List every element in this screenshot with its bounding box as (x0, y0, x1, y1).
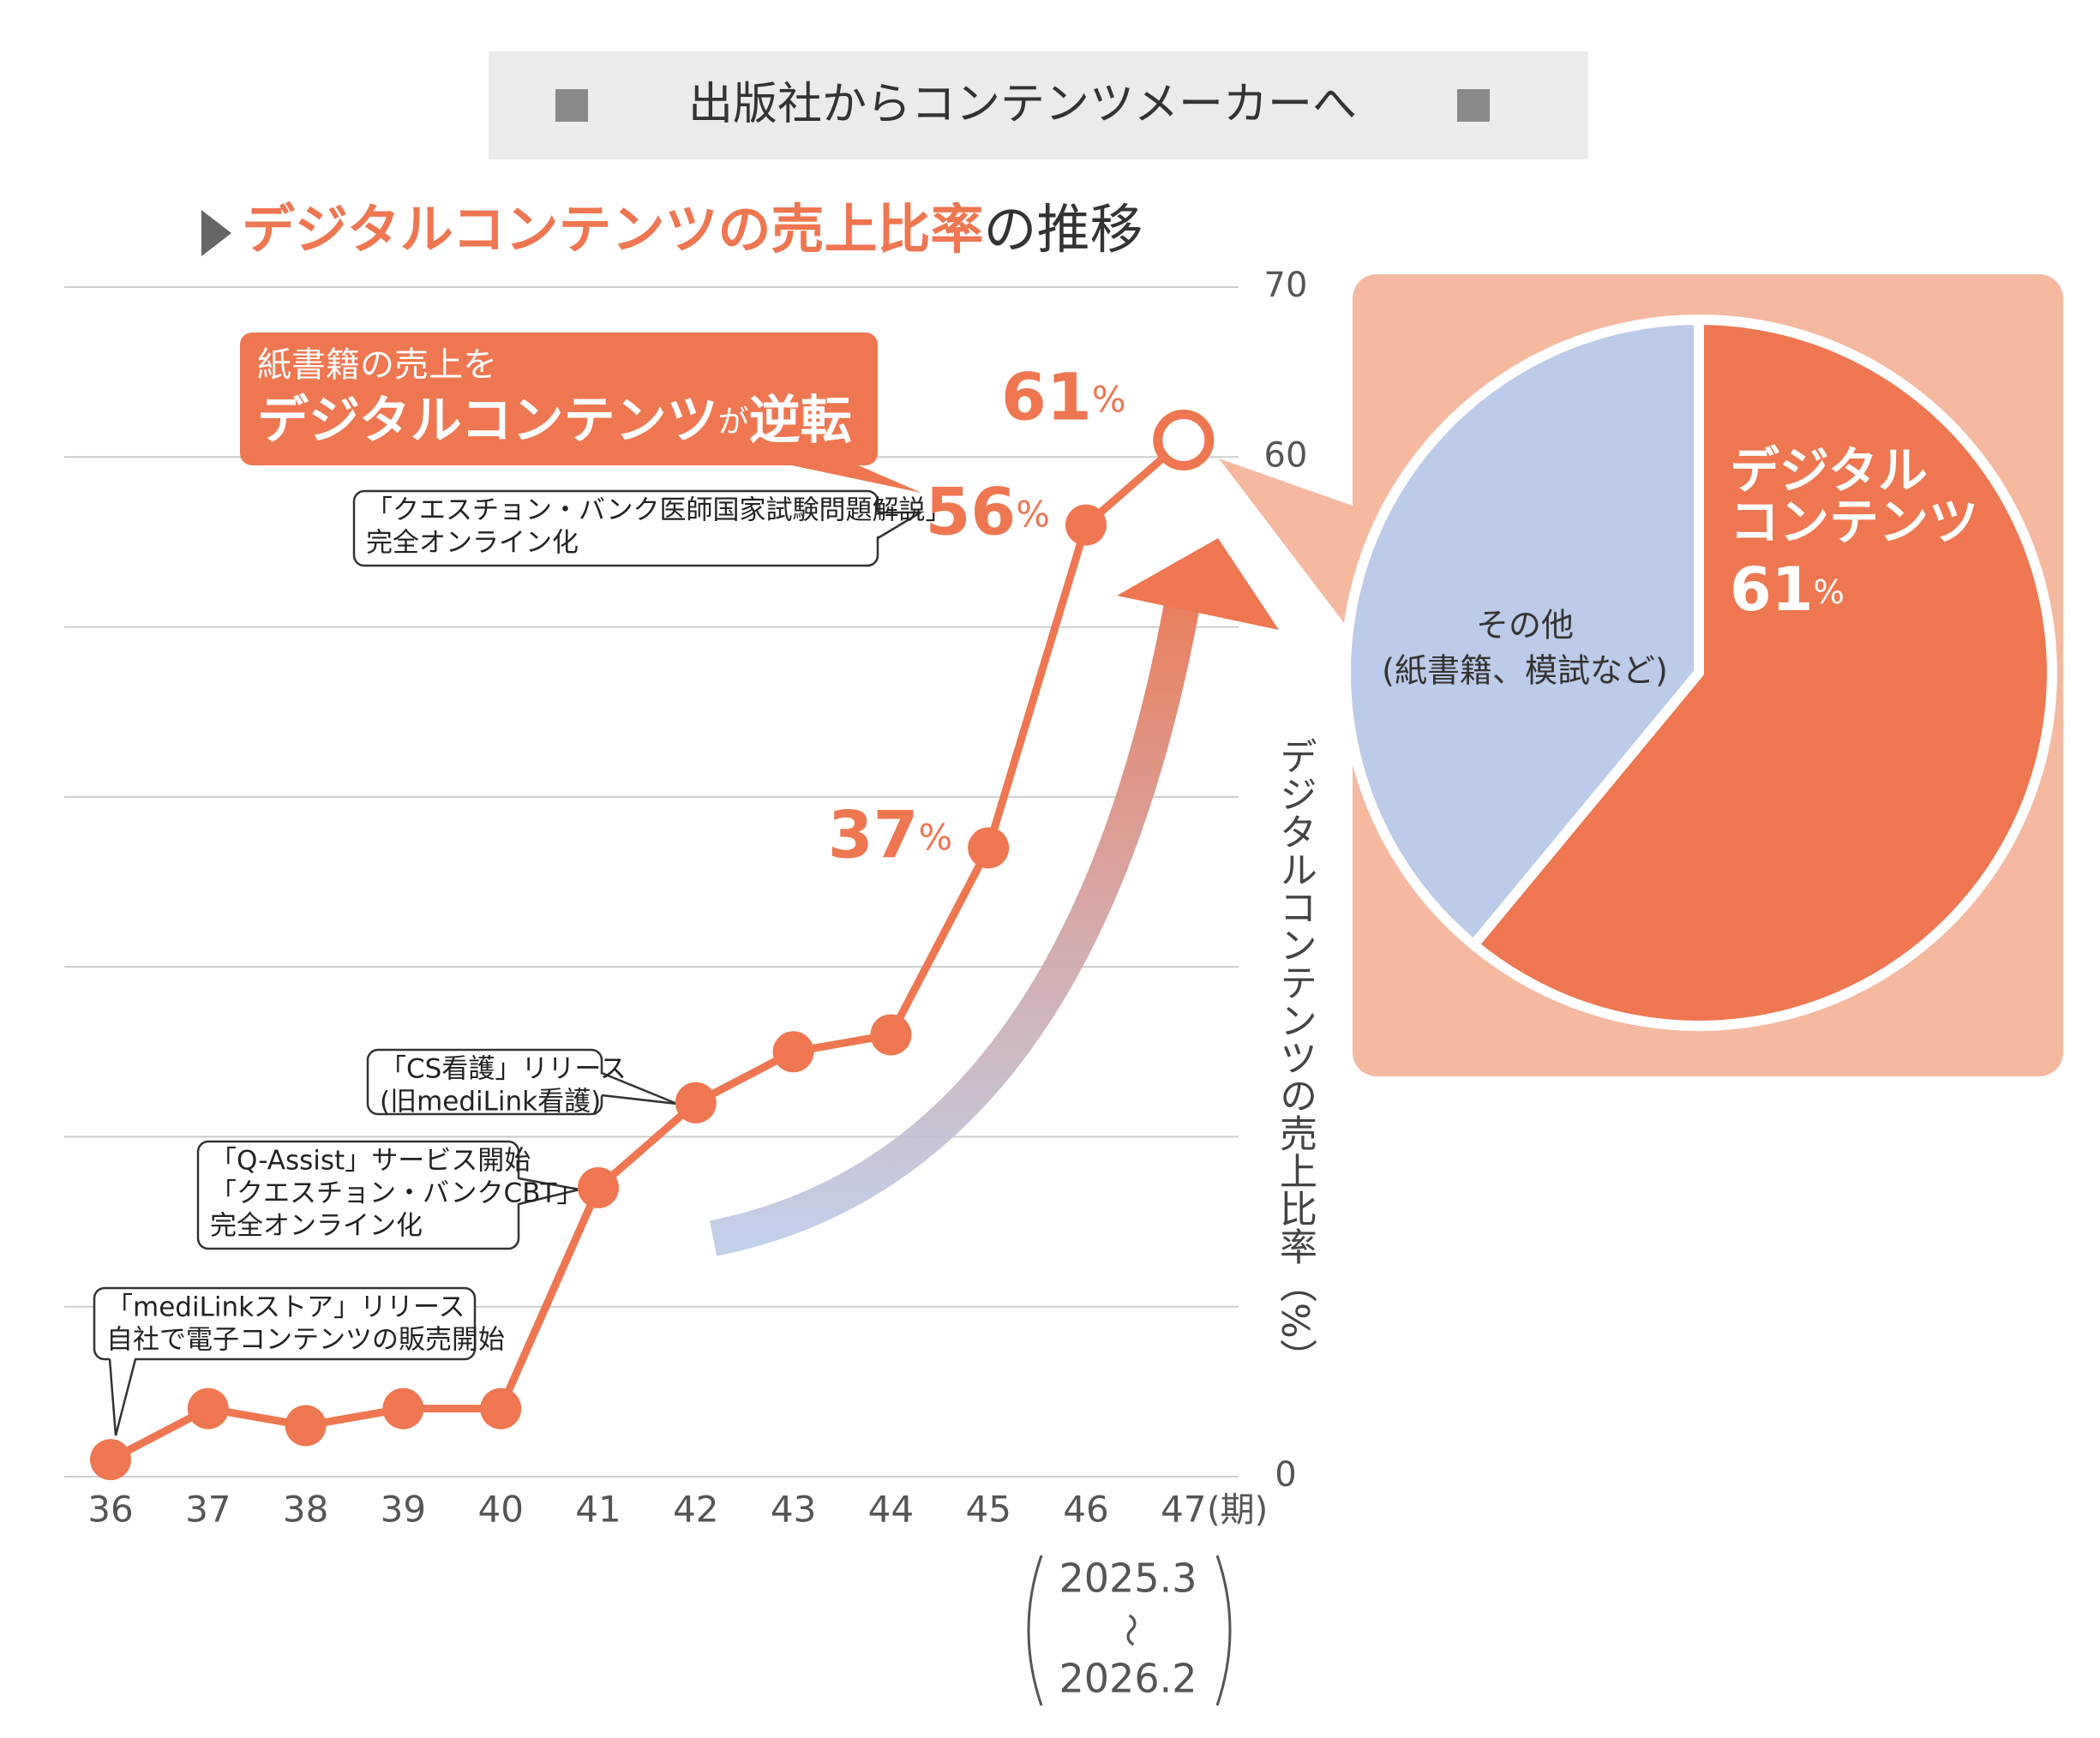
x-tick-label: 40 (477, 1489, 523, 1531)
callout-part: が (718, 405, 749, 440)
period-end: 2026.2 (1059, 1656, 1197, 1702)
annotation-text: (旧mediLink看護) (380, 1087, 601, 1118)
pie-label: その他 (1476, 607, 1574, 644)
data-point (187, 1387, 229, 1429)
annotation: 「CS看護」リリース(旧mediLink看護) (366, 1048, 678, 1118)
title-marker (201, 210, 231, 256)
data-point (285, 1405, 327, 1447)
pie-slice (1341, 315, 1704, 950)
data-point (675, 1082, 717, 1124)
x-unit: (期) (1207, 1490, 1268, 1530)
header-square (555, 89, 588, 122)
x-tick-label: 42 (673, 1489, 718, 1531)
annotation-text: 「mediLinkストア」リリース (106, 1292, 465, 1323)
y-tick-label: 0 (1275, 1455, 1296, 1495)
annotation-box (93, 1286, 477, 1361)
callout-line2: デジタルコンテンツが逆転 (257, 391, 852, 451)
annotation-text: 完全オンライン化 (210, 1211, 423, 1242)
data-point (90, 1439, 131, 1481)
chart-title: デジタルコンテンツの売上比率の推移 (242, 198, 1143, 261)
callout-part: デジタルコンテンツ (257, 391, 718, 451)
annotation-tail-fill (110, 1356, 135, 1435)
data-point (578, 1166, 619, 1208)
data-point (870, 1014, 912, 1056)
annotation-tail (877, 511, 925, 540)
x-tick-label: 37 (185, 1489, 231, 1531)
title-highlight: デジタルコンテンツの売上比率 (242, 198, 984, 261)
data-point (1153, 409, 1215, 470)
header-box (489, 51, 1588, 159)
data-point (480, 1387, 522, 1429)
period-sep: 〜 (1110, 1613, 1149, 1647)
annotation-text: 「クエスチョン・バンクCBT」 (210, 1178, 583, 1209)
data-point (968, 827, 1010, 869)
line-chart: 0 60 70 36 37 38 39 40 41 42 43 44 45 46 47 (期)2025.3 〜 2… (64, 266, 1317, 1706)
data-point (1065, 504, 1107, 546)
annotation-text: 「CS看護」リリース (380, 1054, 627, 1085)
header-square (1457, 89, 1490, 122)
callout-line1: 紙書籍の売上を (257, 345, 497, 385)
data-label: 56% (926, 474, 1050, 550)
x-tick-label: 47 (1161, 1489, 1206, 1531)
callout-box (240, 333, 878, 465)
annotation: 「クエスチョン・バンク医師国家試験問題解説」完全オンライン化 (352, 489, 952, 567)
paren (1027, 1555, 1043, 1706)
x-tick-label: 46 (1063, 1489, 1108, 1531)
y-axis-label: デジタルコンテンツの売上比率（%） (1273, 737, 1317, 1376)
data-label: 37% (828, 796, 952, 872)
x-tick-label: 41 (575, 1489, 621, 1531)
annotation-text: 完全オンライン化 (366, 528, 579, 559)
x-tick-label: 39 (381, 1489, 426, 1531)
pie-label: (紙書籍、模試など) (1382, 652, 1668, 690)
pie-slice (1468, 315, 2057, 1031)
x-tick-label: 38 (283, 1489, 328, 1531)
annotation-tail-fill (515, 1178, 579, 1204)
data-label: 61% (1001, 358, 1125, 434)
pie-label: デジタル (1730, 441, 1928, 500)
annotation: 「Q-Assist」サービス開始「クエスチョン・バンクCBT」完全オンライン化 (196, 1140, 583, 1250)
x-tick-label: 43 (771, 1489, 816, 1531)
pie-value-label: 61% (1730, 554, 1845, 625)
annotation-tail (108, 1358, 137, 1436)
growth-arrow-head (1117, 538, 1279, 630)
x-tick-label: 44 (868, 1489, 914, 1531)
header-title: 出版社からコンテンツメーカーへ (688, 79, 1357, 130)
panel-connector (1219, 458, 1353, 634)
title-suffix: の推移 (984, 198, 1143, 261)
callout-tail (771, 461, 921, 493)
pie-label: コンテンツ (1730, 493, 1978, 551)
y-tick-label: 60 (1264, 435, 1308, 475)
annotation-text: 自社で電子コンテンツの販売開始 (106, 1325, 505, 1356)
x-tick-label: 36 (87, 1489, 133, 1531)
data-point (382, 1387, 424, 1429)
callout-part: 逆転 (749, 391, 852, 451)
growth-arrow (709, 596, 1201, 1256)
annotation-text: 「Q-Assist」サービス開始 (210, 1146, 531, 1177)
x-tick-label: 45 (965, 1489, 1011, 1531)
y-tick-label: 70 (1264, 266, 1308, 305)
annotation-text: 「クエスチョン・バンク医師国家試験問題解説」 (366, 495, 952, 526)
paren (1215, 1555, 1232, 1706)
data-point (772, 1031, 814, 1073)
period-start: 2025.3 (1059, 1555, 1197, 1602)
